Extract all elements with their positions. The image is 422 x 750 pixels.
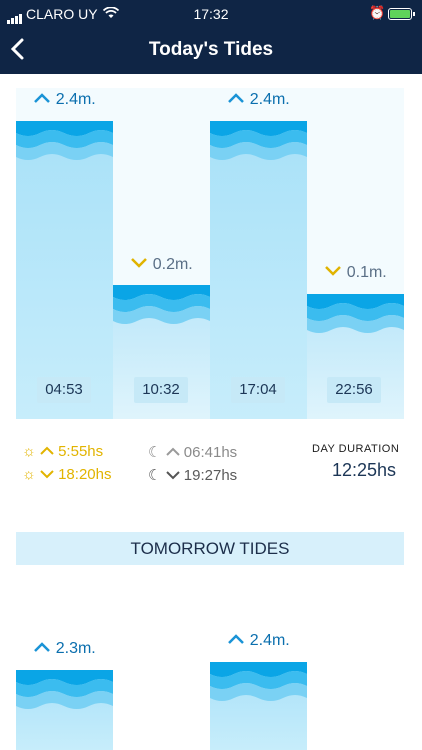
wave-icon: [113, 285, 210, 324]
tide-height-4: 0.1m.: [307, 264, 404, 282]
tide-time-1: 04:53: [37, 377, 91, 403]
wave-icon: [16, 670, 113, 709]
moonrise-row: ☾ 06:41hs: [148, 443, 237, 461]
sunrise-time: 5:55hs: [58, 443, 104, 460]
tomorrow-height-1: 2.3m.: [16, 640, 113, 658]
wave-icon: [16, 121, 113, 160]
arrow-up-icon: [165, 444, 180, 461]
arrow-down-icon: [324, 264, 342, 281]
arrow-down-icon: [130, 256, 148, 273]
tide-height-2: 0.2m.: [113, 256, 210, 274]
arrow-down-icon: [165, 467, 180, 484]
sunset-row: ☼ 18:20hs: [22, 466, 111, 483]
signal-icon: [7, 8, 23, 24]
tide-chart: 2.4m. 0.2m. 2.4m. 0.1m.: [16, 88, 404, 419]
arrow-up-icon: [33, 640, 51, 657]
sun-icon: ☼: [22, 443, 36, 460]
arrow-down-icon: [40, 466, 54, 483]
tomorrow-bar-1: [16, 670, 113, 750]
sunset-time: 18:20hs: [58, 466, 112, 483]
clock: 17:32: [193, 6, 229, 22]
arrow-up-icon: [40, 443, 54, 460]
carrier-label: CLARO UY: [26, 6, 98, 22]
moon-icon: ☾: [148, 467, 162, 484]
tide-time-4: 22:56: [327, 377, 381, 403]
tide-height-1: 2.4m.: [16, 91, 113, 109]
sun-icon: ☼: [22, 466, 36, 483]
tomorrow-bar-2: [210, 662, 307, 750]
status-bar: CLARO UY 17:32 ⏰: [0, 0, 422, 28]
moonset-row: ☾ 19:27hs: [148, 466, 237, 484]
tomorrow-chart: 2.3m. 2.4m.: [16, 600, 404, 750]
tide-time-2: 10:32: [134, 377, 188, 403]
arrow-up-icon: [227, 632, 245, 649]
page-title: Today's Tides: [148, 39, 274, 60]
back-chevron-icon[interactable]: [8, 34, 26, 71]
day-duration-label: DAY DURATION: [312, 443, 400, 455]
tide-bar-3: [210, 121, 307, 419]
tide-bar-4: [307, 294, 404, 419]
moonrise-time: 06:41hs: [183, 444, 238, 461]
moon-icon: ☾: [148, 444, 162, 461]
arrow-up-icon: [227, 91, 245, 108]
tomorrow-header: TOMORROW TIDES: [16, 532, 404, 565]
battery-icon: [388, 8, 415, 20]
sunrise-row: ☼ 5:55hs: [22, 443, 103, 460]
alarm-icon: ⏰: [369, 5, 386, 20]
tide-time-3: 17:04: [231, 377, 285, 403]
moonset-time: 19:27hs: [183, 467, 238, 484]
nav-bar: Today's Tides: [0, 28, 422, 74]
day-duration-value: 12:25hs: [332, 460, 397, 480]
wave-icon: [210, 662, 307, 701]
arrow-up-icon: [33, 91, 51, 108]
tide-height-3: 2.4m.: [210, 91, 307, 109]
wave-icon: [210, 121, 307, 160]
tide-bar-1: [16, 121, 113, 419]
wifi-icon: [102, 6, 120, 22]
wave-icon: [307, 294, 404, 333]
tomorrow-height-2: 2.4m.: [210, 632, 307, 650]
